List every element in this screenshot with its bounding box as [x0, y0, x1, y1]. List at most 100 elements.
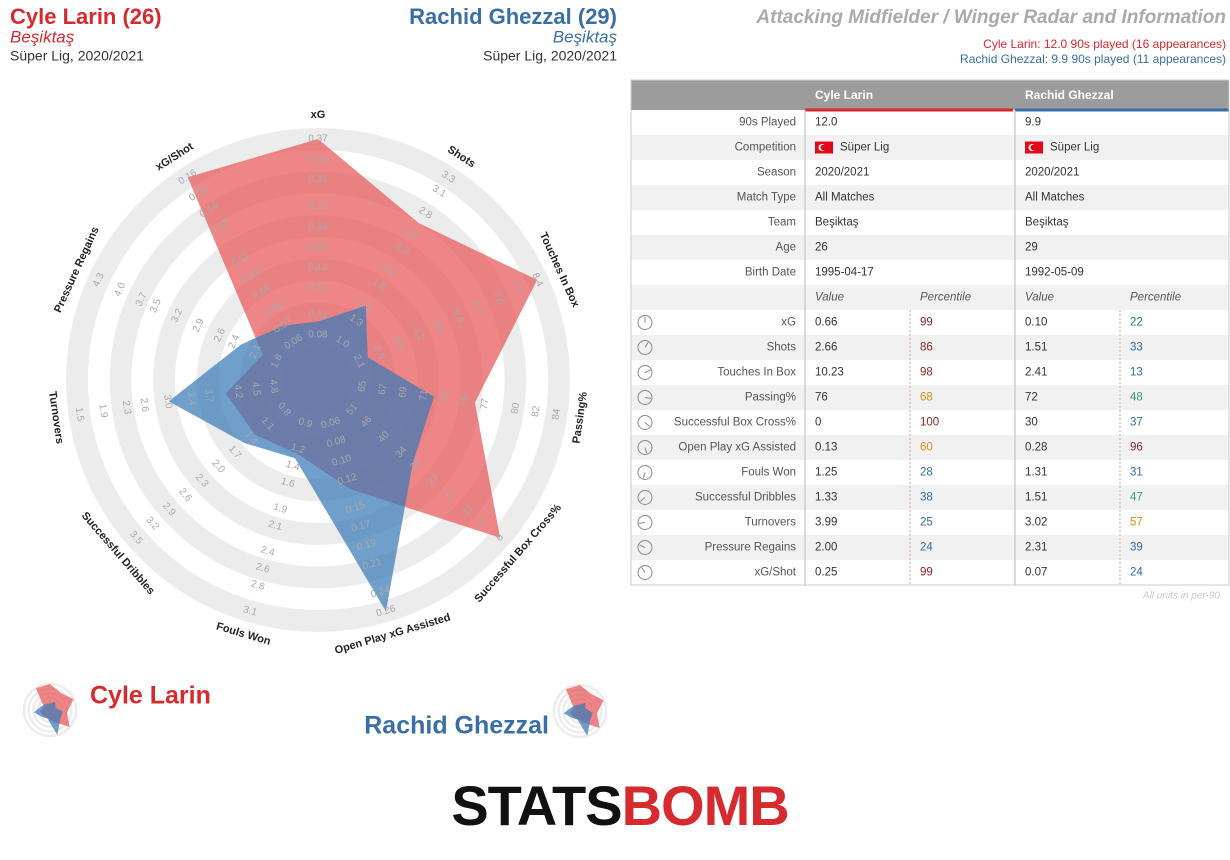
tick-label: 2.6	[254, 561, 271, 576]
tick-label: 71	[418, 389, 431, 402]
tick-label: 0.15	[308, 282, 328, 293]
percentile: 60	[920, 442, 933, 454]
metric-icon	[637, 465, 653, 480]
tick-label: 6	[477, 517, 489, 529]
left-player: Cyle Larin (26)	[10, 4, 162, 29]
metric-label: Fouls Won	[741, 467, 796, 479]
metric-icon	[641, 567, 646, 573]
metric-label: xG	[781, 317, 796, 329]
metric-icon	[644, 342, 649, 348]
percentile: 48	[1130, 392, 1143, 404]
tick-label: 3.2	[144, 515, 162, 533]
metric-icon	[644, 397, 652, 399]
metric-value: 0.25	[815, 567, 837, 579]
tick-label: 8.4	[529, 271, 545, 289]
flag-moon	[1030, 144, 1037, 151]
tick-label: 0.37	[308, 134, 328, 145]
percentile: 28	[920, 467, 933, 479]
percentile: 22	[1130, 317, 1143, 329]
radar-area	[168, 305, 435, 612]
tick-label: 77	[479, 397, 492, 410]
tick-label: 1.6	[279, 476, 296, 491]
tick-label: 4.0	[112, 281, 128, 299]
metric-value: 2.66	[815, 342, 837, 354]
percentile: 47	[1130, 492, 1143, 504]
row-label: Match Type	[737, 192, 796, 204]
metric-icon	[637, 490, 653, 505]
metric-value: 3.99	[815, 517, 837, 529]
subheader: Percentile	[920, 292, 971, 304]
tick-label: 0.18	[308, 262, 328, 273]
tick-label: 3.1	[242, 604, 259, 619]
row-label: Age	[776, 242, 796, 254]
row-band	[631, 185, 1229, 210]
percentile: 31	[1130, 467, 1143, 479]
logo-part: STATS	[451, 774, 621, 837]
tick-label: 3.5	[391, 335, 407, 353]
percentile: 13	[1130, 367, 1143, 379]
right-player: Rachid Ghezzal (29)	[409, 4, 617, 29]
left-competition: Süper Lig, 2020/2021	[10, 48, 144, 64]
tick-label: 4.2	[232, 384, 245, 400]
tick-label: 4.9	[430, 317, 446, 335]
metric-label: Turnovers	[745, 517, 797, 529]
tick-label: 80	[510, 402, 523, 415]
metric-value: 30	[1025, 417, 1038, 429]
percentile: 39	[1130, 542, 1143, 554]
tick-label: 2.6	[138, 397, 151, 413]
tick-label: 0.31	[308, 174, 328, 185]
tick-label: 0.34	[308, 154, 328, 165]
metric-value: 0.07	[1025, 567, 1047, 579]
logo: STATSBOMB	[451, 774, 788, 837]
tick-label: 1.5	[73, 407, 86, 423]
tick-label: 0.9	[297, 416, 314, 431]
tick-label: 5.6	[450, 308, 466, 326]
metric-value: 76	[815, 392, 828, 404]
metric-value: 0.66	[815, 317, 837, 329]
tick-label: 69	[397, 386, 410, 399]
note: Rachid Ghezzal: 9.9 90s played (11 appea…	[960, 52, 1226, 66]
metric-icon	[642, 472, 646, 479]
axis-label: Passing%	[571, 391, 590, 444]
tick-label: 2.9	[191, 317, 207, 335]
right-competition: Süper Lig, 2020/2021	[483, 48, 617, 64]
tick-label: 0.24	[370, 584, 392, 600]
tick-label: 7.0	[490, 289, 506, 307]
tick-label: 84	[550, 408, 563, 421]
row-band	[631, 385, 1229, 410]
tick-label: 0.15	[345, 500, 367, 516]
flag-moon	[820, 144, 827, 151]
metric-value: 1.31	[1025, 467, 1047, 479]
row-label: 90s Played	[739, 117, 796, 129]
metric-value: 72	[1025, 392, 1038, 404]
metric-icon	[637, 415, 653, 430]
metric-value: 0.28	[1025, 442, 1047, 454]
tick-label: 4.5	[249, 381, 262, 397]
tick-label: 0.11	[309, 309, 328, 320]
metric-icon	[644, 369, 651, 373]
tick-label: 2.1	[267, 519, 284, 534]
row-label: Competition	[735, 142, 796, 154]
cell: All Matches	[815, 192, 875, 204]
column-header: Cyle Larin	[815, 88, 873, 102]
cell: 29	[1025, 242, 1038, 254]
tick-label: 3.0	[161, 394, 174, 410]
tick-label: 4.2	[410, 326, 426, 344]
tick-label: 65	[356, 380, 369, 393]
tick-label: 0.24	[308, 222, 328, 233]
tick-label: 75	[459, 394, 472, 407]
percentile: 24	[1130, 567, 1143, 579]
percentile: 86	[920, 342, 933, 354]
percentile: 98	[920, 367, 933, 379]
percentile: 99	[920, 317, 933, 329]
tick-label: 73	[438, 391, 451, 404]
radar-area	[33, 701, 63, 735]
tick-label: 2.3	[120, 400, 133, 416]
metric-icon	[637, 440, 653, 455]
axis-label: xG	[311, 109, 326, 121]
table-border	[630, 79, 1230, 586]
percentile: 25	[920, 517, 933, 529]
row-band	[631, 535, 1229, 560]
subheader: Value	[815, 292, 844, 304]
percentile: 68	[920, 392, 933, 404]
